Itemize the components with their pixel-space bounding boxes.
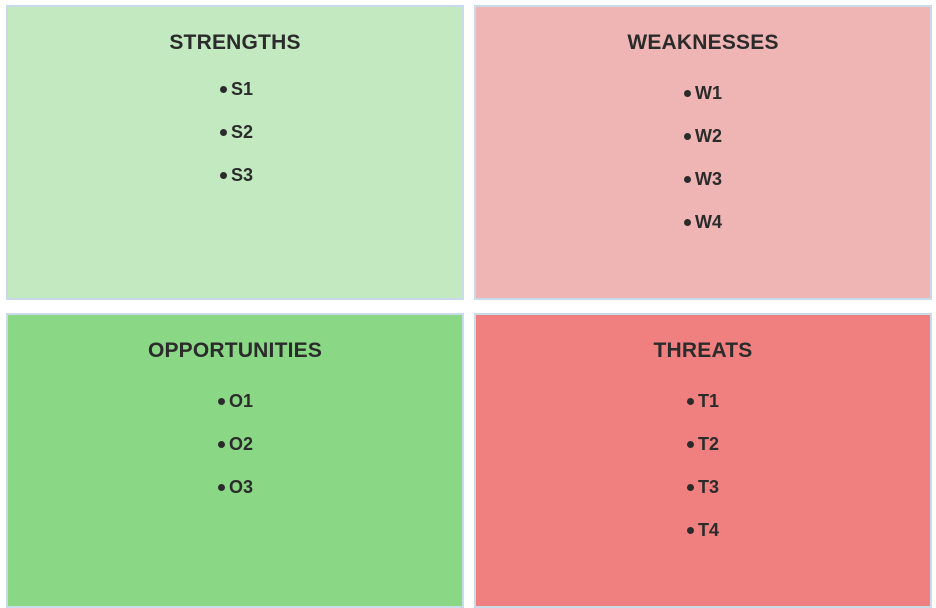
opportunity-item-label: O2 [229, 434, 254, 454]
threat-item-label: T1 [698, 391, 720, 411]
threat-item-label: T3 [698, 477, 720, 497]
list-item: S1 [220, 78, 253, 121]
bullet-icon [684, 133, 691, 140]
bullet-icon [687, 398, 694, 405]
opportunity-item-label: O1 [229, 391, 254, 411]
threat-item-label: T2 [698, 434, 720, 454]
opportunities-title: OPPORTUNITIES [147, 339, 323, 362]
weakness-item-label: W4 [695, 212, 722, 232]
bullet-icon [220, 86, 227, 93]
strengths-list: S1 S2 S3 [220, 78, 253, 207]
bullet-icon [684, 219, 691, 226]
list-item: T3 [687, 476, 719, 519]
weakness-item-label: W3 [695, 169, 722, 189]
weaknesses-list: W1 W2 W3 W4 [684, 82, 722, 254]
list-item: S3 [220, 164, 253, 207]
list-item: W2 [684, 125, 722, 168]
bullet-icon [687, 441, 694, 448]
bullet-icon [218, 441, 225, 448]
threats-title: THREATS [653, 339, 753, 362]
threats-quadrant: THREATS T1 T2 T3 T4 [474, 313, 932, 608]
opportunities-list: O1 O2 O3 [218, 390, 253, 519]
opportunity-item-label: O3 [229, 477, 254, 497]
list-item: O3 [218, 476, 253, 519]
list-item: O1 [218, 390, 253, 433]
strengths-quadrant: STRENGTHS S1 S2 S3 [6, 5, 464, 300]
opportunities-quadrant: OPPORTUNITIES O1 O2 O3 [6, 313, 464, 608]
strength-item-label: S2 [231, 122, 254, 142]
list-item: S2 [220, 121, 253, 164]
weaknesses-quadrant: WEAKNESSES W1 W2 W3 W4 [474, 5, 932, 300]
bullet-icon [687, 527, 694, 534]
bullet-icon [684, 90, 691, 97]
list-item: W4 [684, 211, 722, 254]
weakness-item-label: W1 [695, 83, 722, 103]
list-item: T4 [687, 519, 719, 562]
strength-item-label: S3 [231, 165, 254, 185]
strengths-title: STRENGTHS [169, 31, 301, 54]
strength-item-label: S1 [231, 79, 254, 99]
bullet-icon [687, 484, 694, 491]
bullet-icon [684, 176, 691, 183]
weaknesses-title: WEAKNESSES [627, 31, 779, 54]
bullet-icon [220, 129, 227, 136]
list-item: W3 [684, 168, 722, 211]
bullet-icon [218, 484, 225, 491]
threat-item-label: T4 [698, 520, 720, 540]
bullet-icon [220, 172, 227, 179]
bullet-icon [218, 398, 225, 405]
list-item: W1 [684, 82, 722, 125]
weakness-item-label: W2 [695, 126, 722, 146]
list-item: T2 [687, 433, 719, 476]
threats-list: T1 T2 T3 T4 [687, 390, 719, 562]
list-item: O2 [218, 433, 253, 476]
list-item: T1 [687, 390, 719, 433]
